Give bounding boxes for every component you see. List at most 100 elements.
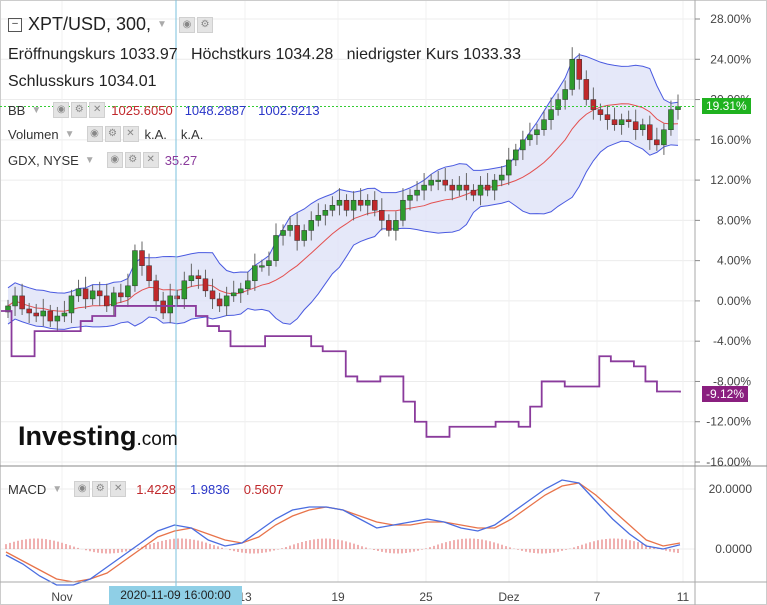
- band-fill: [8, 54, 678, 330]
- symbol-label: XPT/USD, 300,: [28, 14, 152, 34]
- bb-value-upper: 1048.2887: [184, 102, 247, 118]
- y-tick-label: -16.00%: [706, 455, 751, 469]
- candle-body: [484, 184, 491, 191]
- x-tick-label: Dez: [498, 590, 519, 604]
- close-row: Schlusskurs 1034.01: [8, 73, 157, 91]
- candle-body: [294, 225, 300, 241]
- bollinger-bands: [7, 54, 679, 330]
- candle-body: [54, 315, 61, 322]
- gear-icon: ⚙: [124, 152, 141, 168]
- candle-body: [379, 210, 385, 221]
- candle-body: [47, 310, 54, 322]
- eye-icon: ◉: [178, 16, 195, 33]
- chevron-down-icon[interactable]: ▼: [52, 483, 63, 495]
- candle-body: [167, 295, 173, 314]
- candle-body: [237, 288, 244, 294]
- candle-body: [421, 184, 427, 191]
- candle-body: [386, 220, 392, 231]
- candle-body: [435, 179, 441, 182]
- candle-body: [252, 265, 258, 282]
- y-tick-label: -12.00%: [706, 415, 751, 429]
- candle-body: [280, 230, 286, 236]
- symbol-title[interactable]: – XPT/USD, 300, ▼ ◉ ⚙: [8, 14, 213, 35]
- eye-icon: ◉: [74, 481, 91, 497]
- y-tick-label: 16.00%: [710, 133, 751, 147]
- chevron-down-icon[interactable]: ▼: [157, 19, 167, 30]
- candle-body: [555, 99, 561, 110]
- indicator-bb[interactable]: BB ▼ ◉ ⚙ ✕ 1025.6050 1048.2887 1002.9213: [8, 102, 320, 118]
- x-tick-label: 25: [419, 590, 433, 604]
- candle-body: [230, 292, 237, 297]
- symbol-controls[interactable]: ◉ ⚙: [178, 16, 213, 33]
- gear-icon: ⚙: [104, 126, 121, 142]
- collapse-icon[interactable]: –: [8, 17, 22, 32]
- indicator-volume[interactable]: Volumen ▼ ◉ ⚙ ✕ k.A. k.A.: [8, 126, 203, 142]
- volume-value-1: k.A.: [144, 126, 167, 142]
- eye-icon: ◉: [86, 126, 103, 142]
- candle-body: [371, 199, 378, 211]
- candle-body: [513, 149, 519, 161]
- candle-body: [357, 199, 364, 206]
- candle-body: [618, 119, 625, 125]
- gdx-value: 35.27: [164, 152, 198, 168]
- y-tick-label: 24.00%: [710, 52, 751, 66]
- candle-body: [195, 275, 202, 280]
- candle-body: [139, 250, 145, 266]
- candle-body: [181, 280, 188, 300]
- gear-icon: ⚙: [71, 102, 88, 118]
- candle-body: [75, 288, 82, 297]
- x-tick-label: 11: [677, 590, 690, 604]
- gdx-label: GDX, NYSE: [8, 152, 79, 168]
- candle-body: [407, 194, 413, 201]
- candle-body: [442, 179, 449, 186]
- x-tick-label: 7: [594, 590, 601, 604]
- candle-body: [308, 220, 315, 231]
- chevron-down-icon[interactable]: ▼: [84, 154, 95, 166]
- candle-body: [548, 109, 554, 120]
- candle-body: [477, 184, 484, 196]
- y-tick-label: -4.00%: [713, 334, 751, 348]
- bb-label: BB: [8, 102, 26, 118]
- candle-body: [470, 189, 477, 196]
- candle-body: [632, 121, 639, 131]
- candle-body: [639, 124, 646, 131]
- gear-icon: ⚙: [92, 481, 109, 497]
- candle-body: [287, 225, 293, 231]
- chevron-down-icon[interactable]: ▼: [31, 104, 42, 116]
- indicator-gdx[interactable]: GDX, NYSE ▼ ◉ ⚙ ✕ 35.27: [8, 152, 197, 168]
- candle-body: [647, 124, 653, 141]
- candle-body: [562, 89, 568, 100]
- eye-icon: ◉: [53, 102, 70, 118]
- low-value: 1033.33: [463, 46, 521, 63]
- y-tick-label: 28.00%: [710, 12, 751, 26]
- close-icon: ✕: [142, 152, 159, 168]
- y-tick-label: 12.00%: [710, 173, 751, 187]
- candle-body: [125, 285, 131, 298]
- candle-body: [505, 159, 512, 176]
- candle-body: [266, 260, 272, 266]
- candle-body: [449, 184, 456, 191]
- candle-body: [654, 139, 660, 146]
- candle-body: [153, 280, 159, 302]
- open-value: 1033.97: [119, 46, 178, 63]
- crosshair-date-label: 2020-11-09 16:00:00: [109, 586, 242, 605]
- candle-body: [590, 99, 597, 110]
- x-tick-label: 19: [331, 590, 345, 604]
- candle-body: [82, 288, 89, 300]
- macd-value-3: 0.5607: [243, 481, 284, 497]
- candle-body: [5, 305, 11, 313]
- candle-body: [202, 278, 209, 292]
- close-value: 1034.01: [98, 73, 157, 90]
- candle-body: [111, 292, 117, 307]
- candle-body: [315, 215, 322, 221]
- candle-body: [118, 292, 124, 298]
- bb-value-mid: 1025.6050: [111, 102, 173, 118]
- candle-body: [146, 265, 152, 282]
- macd-tick-label: 0.0000: [715, 542, 752, 556]
- eye-icon: ◉: [106, 152, 123, 168]
- indicator-macd[interactable]: MACD ▼ ◉ ⚙ ✕ 1.4228 1.9836 0.5607: [8, 481, 283, 497]
- candle-body: [96, 290, 103, 297]
- candle-body: [33, 312, 39, 317]
- candle-body: [26, 308, 32, 314]
- chevron-down-icon[interactable]: ▼: [64, 128, 75, 140]
